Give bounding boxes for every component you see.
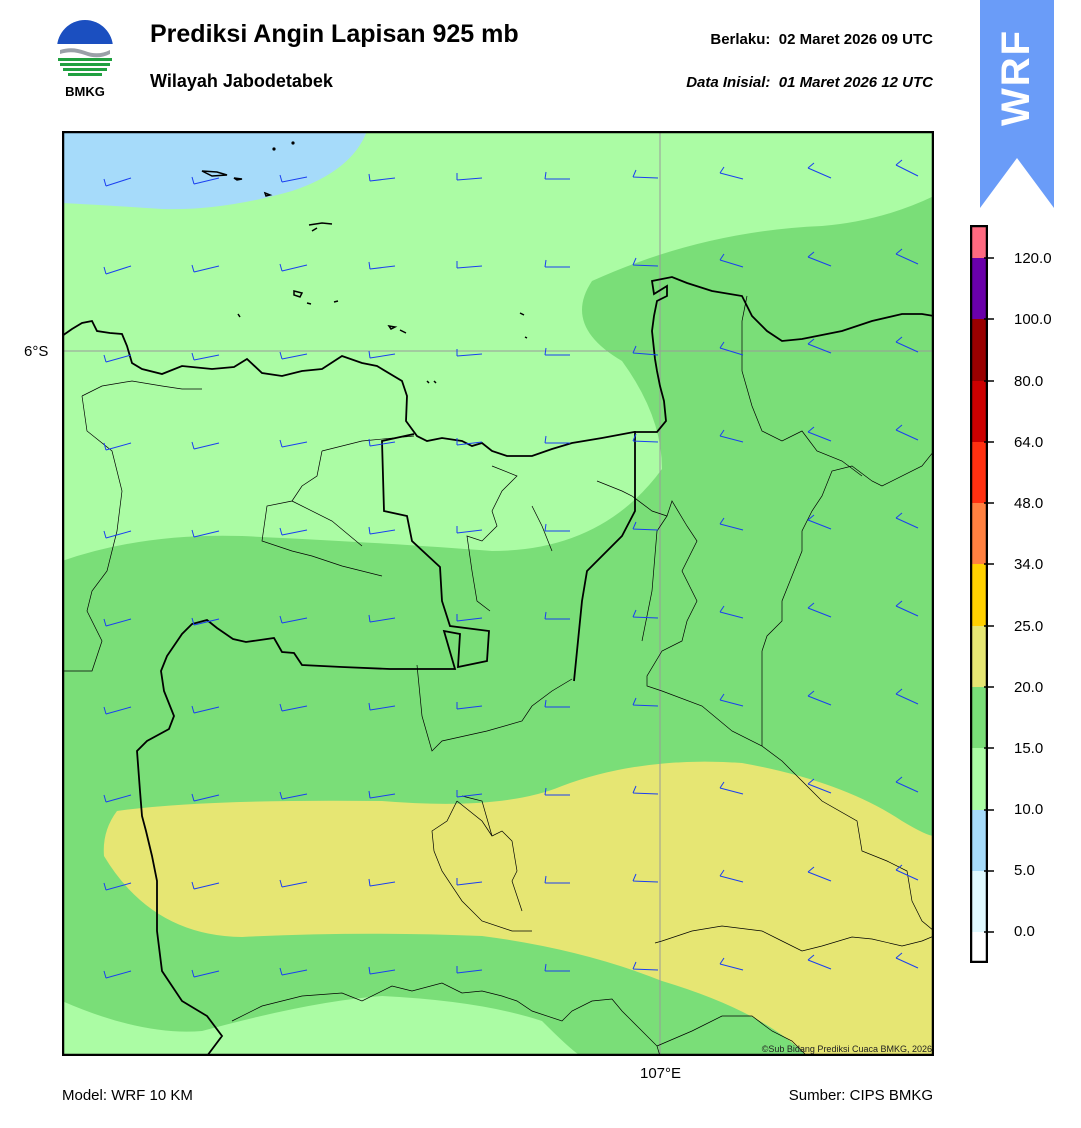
colorbar-ticks [988,257,994,933]
region-subtitle: Wilayah Jabodetabek [150,71,333,91]
colorbar-label: 34.0 [1014,556,1044,573]
bmkg-logo [55,20,115,84]
band-5-10 [62,131,367,210]
wrf-badge: WRF [980,12,1054,142]
colorbar-label: 100.0 [1014,311,1052,328]
colorbar-label: 120.0 [1014,250,1052,267]
init-time: Data Inisial: 01 Maret 2026 12 UTC [686,74,933,91]
lat-label: 6°S [24,343,49,360]
colorbar-label: 20.0 [1014,679,1044,696]
source-label: Sumber: CIPS BMKG [788,1087,933,1104]
colorbar [970,225,988,963]
valid-label: Berlaku: [710,31,771,48]
colorbar-label: 5.0 [1014,862,1035,879]
copyright: ©Sub Bidang Prediksi Cuaca BMKG, 2026 [761,1044,932,1054]
page-title: Prediksi Angin Lapisan 925 mb [150,20,519,48]
wrf-badge-text: WRF [994,28,1039,126]
wrf-badge-shape [980,0,1054,208]
colorbar-label: 0.0 [1014,923,1035,940]
colorbar-label: 64.0 [1014,434,1044,451]
band-10-15-south [62,996,582,1056]
band-20-25 [103,761,934,1056]
colorbar-label: 48.0 [1014,495,1044,512]
java-coast [62,276,934,457]
wind-barbs [103,159,919,979]
init-time-value: 01 Maret 2026 12 UTC [778,74,933,91]
model-label: Model: WRF 10 KM [62,1087,193,1104]
lon-label: 107°E [640,1065,682,1082]
init-label: Data Inisial: [686,74,771,91]
valid-time-value: 02 Maret 2026 09 UTC [778,31,933,48]
colorbar-label: 25.0 [1014,618,1044,635]
colorbar-label: 10.0 [1014,801,1044,818]
province-boundary [136,433,490,1056]
wind-map [62,131,934,1056]
colorbar-label: 80.0 [1014,373,1044,390]
valid-time: Berlaku: 02 Maret 2026 09 UTC [710,31,933,48]
logo-text: BMKG [65,84,105,99]
colorbar-label: 15.0 [1014,740,1044,757]
